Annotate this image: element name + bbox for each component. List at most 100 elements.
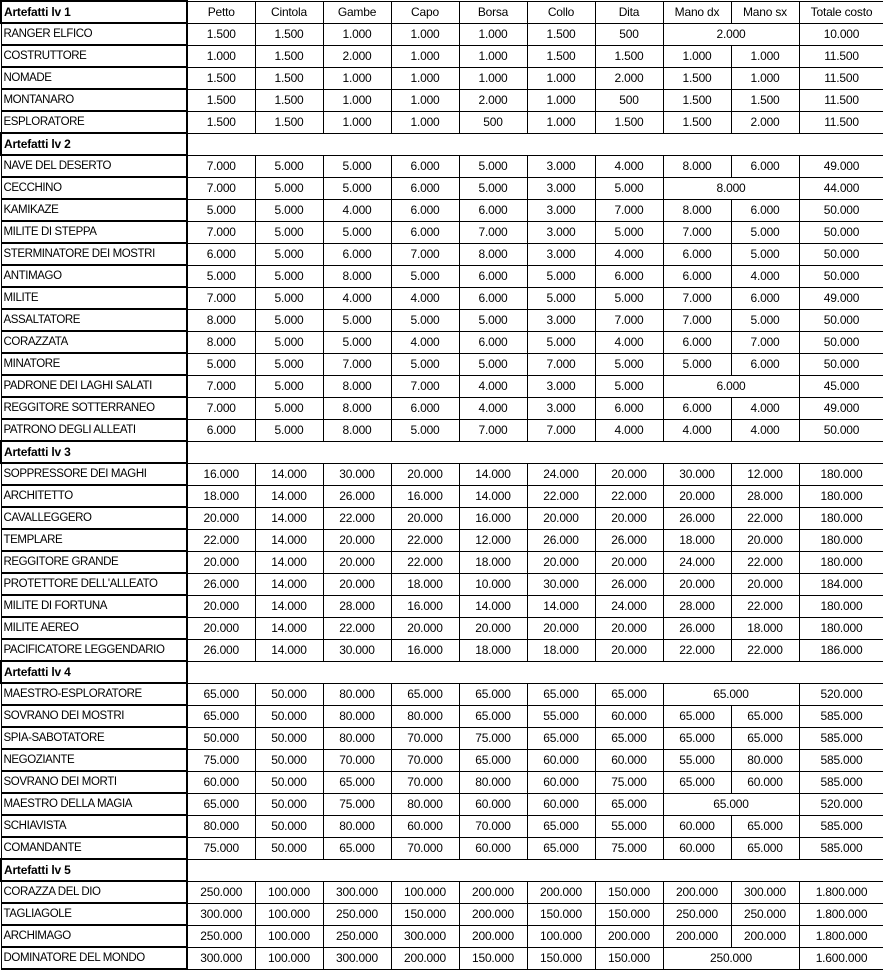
slot-cost-cell[interactable]: 200.000 (526, 880, 596, 904)
slot-cost-cell[interactable]: 20.000 (322, 528, 392, 552)
slot-cost-cell[interactable]: 300.000 (186, 946, 256, 970)
slot-cost-cell[interactable]: 5.000 (458, 352, 528, 376)
slot-cost-cell[interactable]: 18.000 (526, 638, 596, 662)
mano-dx-cost-cell[interactable]: 65.000 (662, 770, 732, 794)
slot-cost-cell[interactable]: 300.000 (322, 946, 392, 970)
slot-cost-cell[interactable]: 14.000 (254, 616, 324, 640)
slot-cost-cell[interactable]: 26.000 (186, 638, 256, 662)
slot-cost-cell[interactable]: 8.000 (458, 242, 528, 266)
artifact-name-cell[interactable]: ANTIMAGO (0, 264, 188, 288)
slot-cost-cell[interactable]: 65.000 (186, 704, 256, 728)
mano-dx-cost-cell[interactable]: 200.000 (662, 924, 732, 948)
slot-cost-cell[interactable]: 1.500 (594, 44, 664, 68)
slot-cost-cell[interactable]: 26.000 (594, 572, 664, 596)
total-cost-cell[interactable]: 180.000 (798, 528, 883, 552)
artifact-name-cell[interactable]: DOMINATORE DEL MONDO (0, 946, 188, 970)
mano-dx-cost-cell[interactable]: 6.000 (662, 330, 732, 354)
slot-cost-cell[interactable]: 4.000 (458, 374, 528, 398)
slot-cost-cell[interactable]: 7.000 (458, 418, 528, 442)
artifact-name-cell[interactable]: MILITE DI FORTUNA (0, 594, 188, 618)
slot-cost-cell[interactable]: 1.500 (594, 110, 664, 134)
slot-cost-cell[interactable]: 1.000 (458, 44, 528, 68)
slot-cost-cell[interactable]: 200.000 (458, 924, 528, 948)
column-header-cell[interactable]: Mano sx (730, 0, 800, 24)
slot-cost-cell[interactable]: 6.000 (390, 396, 460, 420)
total-cost-cell[interactable]: 10.000 (798, 22, 883, 46)
slot-cost-cell[interactable]: 70.000 (322, 748, 392, 772)
slot-cost-cell[interactable]: 60.000 (594, 748, 664, 772)
total-cost-cell[interactable]: 1.800.000 (798, 924, 883, 948)
artifact-name-cell[interactable]: REGGITORE GRANDE (0, 550, 188, 574)
slot-cost-cell[interactable]: 18.000 (186, 484, 256, 508)
mano-sx-cost-cell[interactable]: 1.000 (730, 66, 800, 90)
empty-cell[interactable] (186, 132, 883, 156)
slot-cost-cell[interactable]: 2.000 (594, 66, 664, 90)
mano-sx-cost-cell[interactable]: 6.000 (730, 154, 800, 178)
slot-cost-cell[interactable]: 6.000 (186, 418, 256, 442)
mano-dx-cost-cell[interactable]: 55.000 (662, 748, 732, 772)
slot-cost-cell[interactable]: 60.000 (526, 770, 596, 794)
artifact-name-cell[interactable]: NAVE DEL DESERTO (0, 154, 188, 178)
slot-cost-cell[interactable]: 5.000 (186, 264, 256, 288)
slot-cost-cell[interactable]: 60.000 (526, 748, 596, 772)
artifact-name-cell[interactable]: SOPPRESSORE DEI MAGHI (0, 462, 188, 486)
slot-cost-cell[interactable]: 70.000 (390, 770, 460, 794)
slot-cost-cell[interactable]: 7.000 (526, 418, 596, 442)
slot-cost-cell[interactable]: 50.000 (254, 682, 324, 706)
mano-sx-cost-cell[interactable]: 80.000 (730, 748, 800, 772)
slot-cost-cell[interactable]: 3.000 (526, 308, 596, 332)
total-cost-cell[interactable]: 180.000 (798, 616, 883, 640)
slot-cost-cell[interactable]: 5.000 (458, 154, 528, 178)
slot-cost-cell[interactable]: 5.000 (322, 220, 392, 244)
slot-cost-cell[interactable]: 60.000 (594, 704, 664, 728)
slot-cost-cell[interactable]: 1.500 (254, 110, 324, 134)
artifact-name-cell[interactable]: SOVRANO DEI MOSTRI (0, 704, 188, 728)
artifact-name-cell[interactable]: COSTRUTTORE (0, 44, 188, 68)
slot-cost-cell[interactable]: 100.000 (254, 924, 324, 948)
mano-sx-cost-cell[interactable]: 2.000 (730, 110, 800, 134)
artifact-name-cell[interactable]: MILITE (0, 286, 188, 310)
slot-cost-cell[interactable]: 70.000 (390, 836, 460, 860)
slot-cost-cell[interactable]: 5.000 (186, 352, 256, 376)
slot-cost-cell[interactable]: 18.000 (390, 572, 460, 596)
slot-cost-cell[interactable]: 75.000 (186, 836, 256, 860)
mano-sx-cost-cell[interactable]: 6.000 (730, 198, 800, 222)
slot-cost-cell[interactable]: 60.000 (526, 792, 596, 816)
slot-cost-cell[interactable]: 500 (594, 88, 664, 112)
total-cost-cell[interactable]: 50.000 (798, 352, 883, 376)
slot-cost-cell[interactable]: 70.000 (390, 726, 460, 750)
slot-cost-cell[interactable]: 4.000 (458, 396, 528, 420)
slot-cost-cell[interactable]: 6.000 (186, 242, 256, 266)
mano-dx-cost-cell[interactable]: 8.000 (662, 198, 732, 222)
total-cost-cell[interactable]: 520.000 (798, 682, 883, 706)
slot-cost-cell[interactable]: 1.500 (254, 66, 324, 90)
slot-cost-cell[interactable]: 6.000 (390, 220, 460, 244)
slot-cost-cell[interactable]: 6.000 (458, 264, 528, 288)
slot-cost-cell[interactable]: 5.000 (254, 308, 324, 332)
slot-cost-cell[interactable]: 7.000 (594, 308, 664, 332)
mano-dx-cost-cell[interactable]: 65.000 (662, 726, 732, 750)
mano-dx-cost-cell[interactable]: 8.000 (662, 154, 732, 178)
column-header-cell[interactable]: Petto (186, 0, 256, 24)
slot-cost-cell[interactable]: 5.000 (594, 286, 664, 310)
slot-cost-cell[interactable]: 7.000 (186, 176, 256, 200)
total-cost-cell[interactable]: 184.000 (798, 572, 883, 596)
slot-cost-cell[interactable]: 20.000 (526, 616, 596, 640)
mano-dx-cost-cell[interactable]: 7.000 (662, 286, 732, 310)
slot-cost-cell[interactable]: 1.000 (458, 22, 528, 46)
total-cost-cell[interactable]: 585.000 (798, 836, 883, 860)
slot-cost-cell[interactable]: 5.000 (526, 264, 596, 288)
slot-cost-cell[interactable]: 60.000 (458, 836, 528, 860)
slot-cost-cell[interactable]: 300.000 (322, 880, 392, 904)
slot-cost-cell[interactable]: 150.000 (594, 880, 664, 904)
slot-cost-cell[interactable]: 1.500 (186, 22, 256, 46)
slot-cost-cell[interactable]: 1.500 (254, 44, 324, 68)
column-header-cell[interactable]: Cintola (254, 0, 324, 24)
artifact-name-cell[interactable]: MONTANARO (0, 88, 188, 112)
slot-cost-cell[interactable]: 75.000 (594, 770, 664, 794)
mano-dx-cost-cell[interactable]: 30.000 (662, 462, 732, 486)
slot-cost-cell[interactable]: 150.000 (594, 902, 664, 926)
hands-merged-cost-cell[interactable]: 65.000 (662, 682, 800, 706)
slot-cost-cell[interactable]: 65.000 (594, 792, 664, 816)
slot-cost-cell[interactable]: 50.000 (186, 726, 256, 750)
